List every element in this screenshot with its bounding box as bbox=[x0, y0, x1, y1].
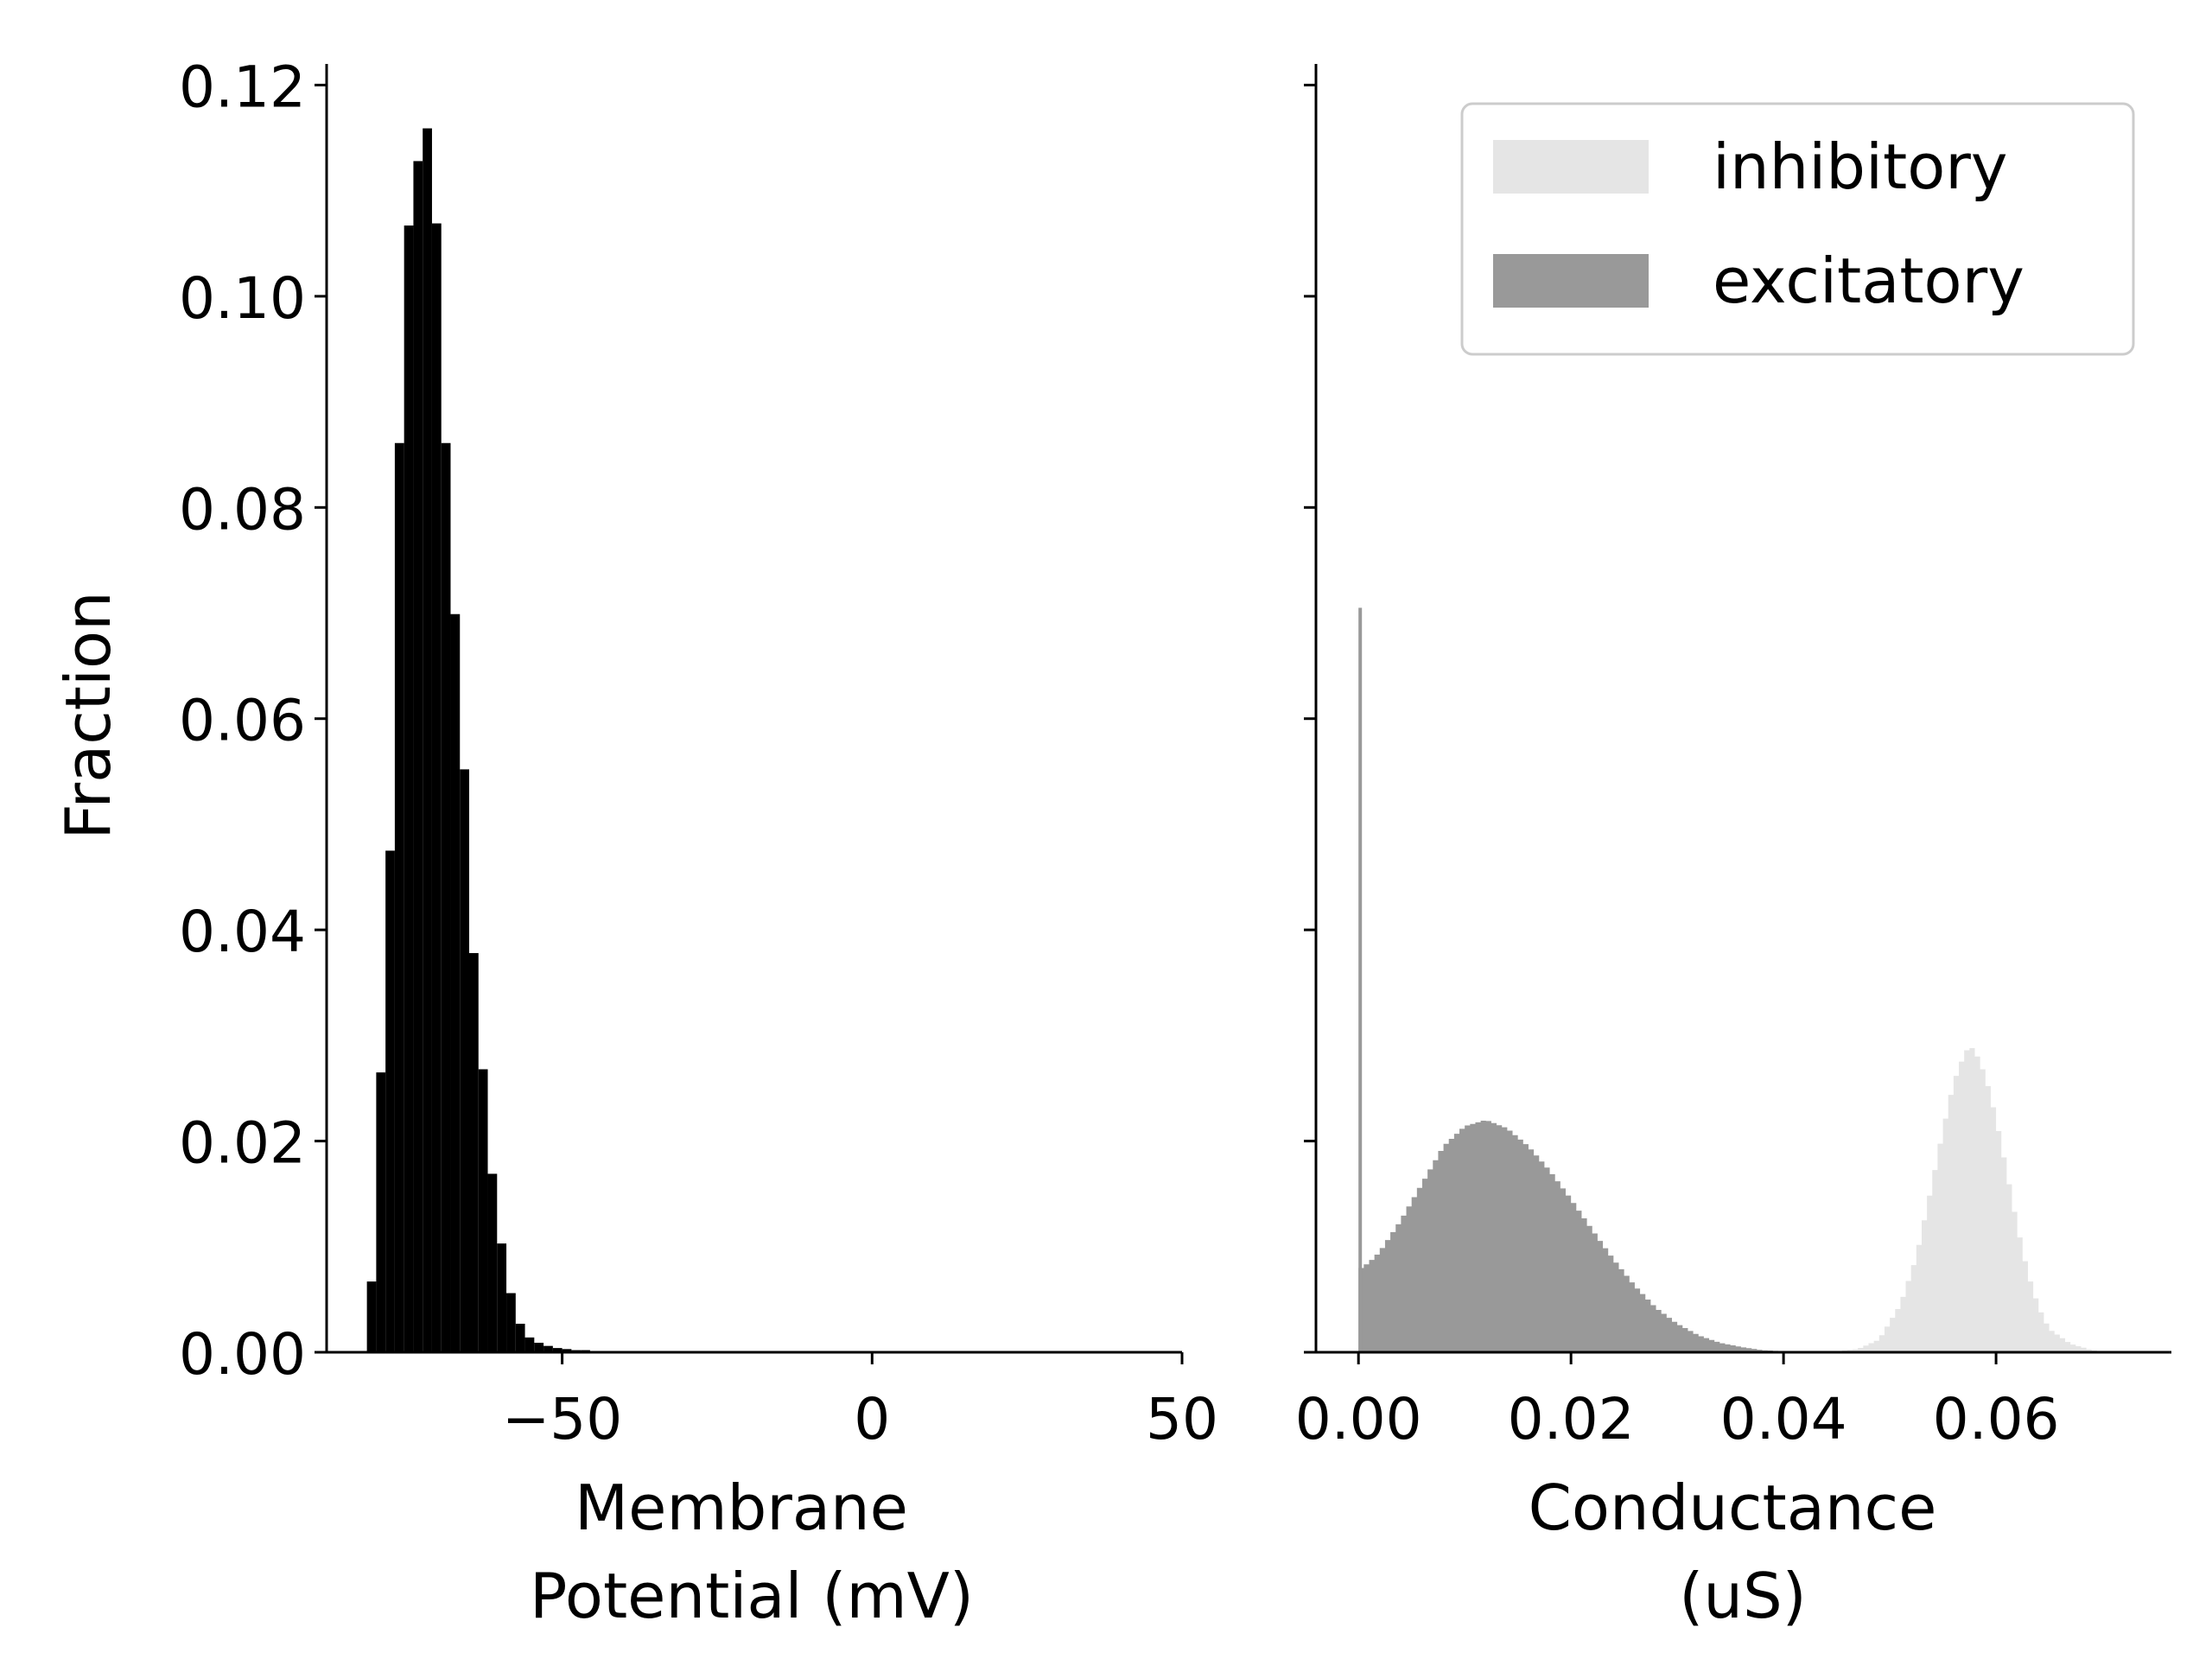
conductance-histograms bbox=[1358, 607, 2108, 1352]
membrane-potential-panel: 0.00 0.02 0.04 0.06 0.08 0.10 0.12 −50 0 50 Frac… bbox=[52, 54, 1218, 1632]
left-x-axis-label-line2: Potential (mV) bbox=[530, 1560, 974, 1632]
histogram-bar bbox=[413, 161, 423, 1353]
membrane-potential-histogram bbox=[366, 128, 619, 1353]
histogram-bar bbox=[534, 1343, 544, 1352]
left-x-ticks: −50 0 50 bbox=[502, 1352, 1218, 1452]
histogram-bar bbox=[524, 1337, 535, 1352]
histogram-bar bbox=[460, 769, 469, 1352]
excitatory-zero-spike bbox=[1358, 607, 1363, 1352]
legend-label-inhibitory: inhibitory bbox=[1713, 130, 2007, 203]
excitatory-histogram bbox=[1358, 1121, 1805, 1352]
legend-swatch-excitatory bbox=[1493, 254, 1649, 308]
x-tick-label: 0.02 bbox=[1508, 1386, 1635, 1452]
histogram-bar bbox=[515, 1324, 525, 1352]
histogram-bar bbox=[469, 953, 479, 1352]
y-tick-label: 0.12 bbox=[179, 54, 306, 120]
x-tick-label: −50 bbox=[502, 1386, 622, 1452]
histogram-bar bbox=[543, 1345, 553, 1352]
histogram-bar bbox=[394, 442, 404, 1352]
histogram-bar bbox=[552, 1348, 563, 1352]
right-y-ticks bbox=[1304, 83, 1316, 1354]
legend-label-excitatory: excitatory bbox=[1713, 245, 2024, 317]
histogram-bar bbox=[497, 1243, 507, 1352]
y-tick-label: 0.04 bbox=[179, 899, 306, 965]
left-y-ticks: 0.00 0.02 0.04 0.06 0.08 0.10 0.12 bbox=[179, 54, 327, 1388]
left-x-axis-label-line1: Membrane bbox=[575, 1471, 908, 1544]
histogram-bar bbox=[441, 442, 451, 1352]
x-tick-label: 0.04 bbox=[1720, 1386, 1847, 1452]
y-tick-label: 0.00 bbox=[179, 1321, 306, 1388]
histogram-bar bbox=[423, 128, 432, 1352]
legend: inhibitory excitatory bbox=[1460, 102, 2135, 356]
x-tick-label: 0.06 bbox=[1933, 1386, 2060, 1452]
x-tick-label: 50 bbox=[1146, 1386, 1218, 1452]
legend-swatch-inhibitory bbox=[1493, 140, 1649, 194]
x-tick-label: 0.00 bbox=[1295, 1386, 1422, 1452]
right-x-axis-label-line2: (uS) bbox=[1679, 1560, 1807, 1632]
y-tick-label: 0.02 bbox=[179, 1110, 306, 1177]
histogram-bar bbox=[385, 850, 395, 1352]
histogram-bar bbox=[478, 1069, 488, 1352]
conductance-panel: 0.00 0.02 0.04 0.06 Conductance (uS) inhibi… bbox=[1295, 64, 2171, 1632]
y-tick-label: 0.08 bbox=[179, 476, 306, 543]
y-tick-label: 0.06 bbox=[179, 688, 306, 754]
left-y-axis-label: Fraction bbox=[52, 591, 124, 839]
right-x-ticks: 0.00 0.02 0.04 0.06 bbox=[1295, 1352, 2060, 1452]
histogram-bar bbox=[506, 1293, 516, 1352]
histogram-bar bbox=[562, 1349, 572, 1352]
histogram-bar bbox=[450, 613, 461, 1352]
histogram-bar bbox=[404, 225, 414, 1352]
histogram-bar bbox=[376, 1072, 386, 1352]
inhibitory-histogram bbox=[1826, 1048, 2108, 1352]
histogram-bar bbox=[487, 1173, 498, 1352]
histogram-bar bbox=[431, 223, 442, 1353]
x-tick-label: 0 bbox=[854, 1386, 890, 1452]
y-tick-label: 0.10 bbox=[179, 265, 306, 332]
histogram-bar bbox=[366, 1281, 377, 1352]
right-x-axis-label-line1: Conductance bbox=[1529, 1471, 1937, 1544]
